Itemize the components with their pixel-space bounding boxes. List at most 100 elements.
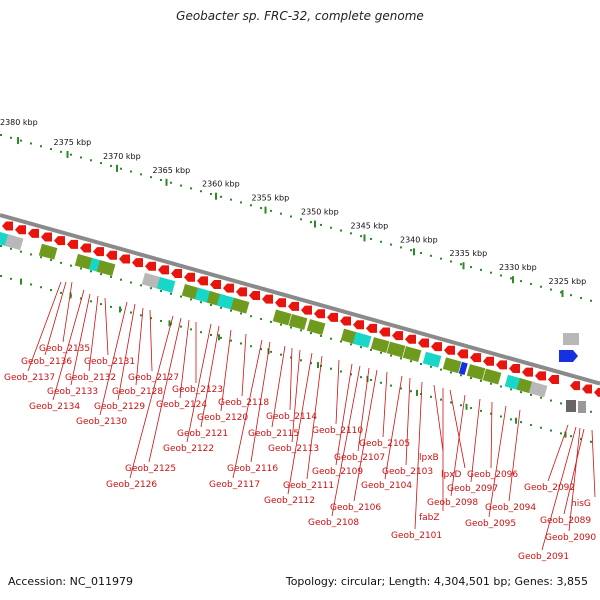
inner-dot xyxy=(190,328,192,331)
gene-arrow xyxy=(594,387,600,397)
gene-label: hisG xyxy=(571,499,591,509)
inner-dot xyxy=(270,320,272,323)
label-leader-line xyxy=(449,389,466,469)
cog-box xyxy=(156,276,176,293)
scale-dot xyxy=(110,164,112,167)
gene-arrow xyxy=(145,261,156,271)
cog-box xyxy=(370,337,390,353)
label-leader-line xyxy=(241,333,247,397)
inner-dot xyxy=(530,423,532,426)
label-leader-line xyxy=(27,281,62,372)
scale-dot xyxy=(90,159,92,162)
inner-dot xyxy=(300,359,302,362)
inner-dot xyxy=(340,340,342,343)
label-leader-line xyxy=(547,424,569,482)
scale-dot xyxy=(230,198,232,201)
gene-arrow xyxy=(496,360,507,370)
inner-dot xyxy=(80,297,82,300)
gene-label: Geob_2104 xyxy=(361,481,412,491)
scale-dot xyxy=(290,215,292,218)
scale-dot xyxy=(380,240,382,243)
cog-box xyxy=(482,368,502,385)
inner-dot xyxy=(350,343,352,346)
inner-dot xyxy=(400,357,402,360)
gene-label: Geob_2094 xyxy=(485,503,536,513)
label-leader-line xyxy=(289,347,293,411)
inner-dot xyxy=(440,398,442,401)
scale-tick xyxy=(116,164,118,172)
inner-dot xyxy=(260,318,262,321)
gene-arrow xyxy=(249,290,260,300)
label-leader-line xyxy=(88,295,99,372)
inner-dot xyxy=(410,360,412,363)
inner-tick xyxy=(168,320,171,327)
inner-dot xyxy=(210,334,212,337)
cog-box xyxy=(96,260,116,276)
gene-label: Geob_2115 xyxy=(248,429,299,439)
scale-dot xyxy=(410,249,412,252)
label-leader-line xyxy=(541,426,577,551)
gene-label: Geob_2113 xyxy=(268,444,319,454)
scale-dot xyxy=(510,277,512,280)
gene-label: Geob_2095 xyxy=(465,519,516,529)
gene-label: Geob_2136 xyxy=(21,357,72,367)
label-leader-line xyxy=(357,367,370,452)
gene-label: Geob_2090 xyxy=(545,533,596,543)
scale-dot xyxy=(220,195,222,198)
inner-dot xyxy=(380,381,382,384)
inner-dot xyxy=(500,385,502,388)
cog-box xyxy=(402,346,422,362)
inner-dot xyxy=(380,351,382,354)
cog-gray-box xyxy=(578,401,586,413)
label-leader-line xyxy=(70,293,91,386)
scale-tick xyxy=(561,290,564,298)
inner-tick xyxy=(20,278,22,285)
inner-dot xyxy=(580,437,582,440)
inner-dot xyxy=(90,270,92,273)
inner-dot xyxy=(410,390,412,393)
label-leader-line xyxy=(508,409,521,502)
inner-dot xyxy=(80,267,82,270)
gene-label: Geob_2096 xyxy=(467,470,518,480)
gene-arrow xyxy=(340,316,351,326)
gene-arrow xyxy=(158,265,169,275)
inner-dot xyxy=(110,275,112,278)
inner-dot xyxy=(480,409,482,412)
inner-dot xyxy=(30,253,32,256)
gene-label: lpxD xyxy=(441,470,462,480)
inner-dot xyxy=(50,289,52,292)
gene-label: Geob_2118 xyxy=(218,398,269,408)
label-leader-line xyxy=(591,429,596,498)
gene-label: Geob_2101 xyxy=(391,531,442,541)
inner-dot xyxy=(180,325,182,328)
cog-box xyxy=(141,272,161,289)
inner-dot xyxy=(290,356,292,359)
scale-tick xyxy=(66,150,69,158)
cog-box xyxy=(422,351,442,368)
gene-arrow xyxy=(535,371,546,381)
inner-dot xyxy=(370,378,372,381)
scale-dot xyxy=(560,291,562,294)
inner-dot xyxy=(150,287,152,290)
scale-dot xyxy=(180,184,182,187)
inner-dot xyxy=(450,371,452,374)
gene-label: Geob_2109 xyxy=(312,467,363,477)
inner-dot xyxy=(330,337,332,340)
gene-arrow xyxy=(275,298,286,308)
cog-box xyxy=(216,293,236,310)
gene-label: Geob_2106 xyxy=(330,503,381,513)
label-leader-line xyxy=(52,289,85,401)
gene-label: Geob_2114 xyxy=(266,412,317,422)
inner-dot xyxy=(590,440,592,443)
scale-label: 2325 kbp xyxy=(549,277,587,286)
inner-dot xyxy=(510,418,512,421)
label-leader-line xyxy=(384,375,403,480)
scale-tick xyxy=(462,262,465,270)
scale-dot xyxy=(440,257,442,260)
gene-label: Geob_2131 xyxy=(84,357,135,367)
scale-dot xyxy=(100,162,102,165)
inner-dot xyxy=(40,286,42,289)
inner-dot xyxy=(120,278,122,281)
inner-dot xyxy=(250,345,252,348)
gene-label: Geob_2127 xyxy=(128,373,179,383)
